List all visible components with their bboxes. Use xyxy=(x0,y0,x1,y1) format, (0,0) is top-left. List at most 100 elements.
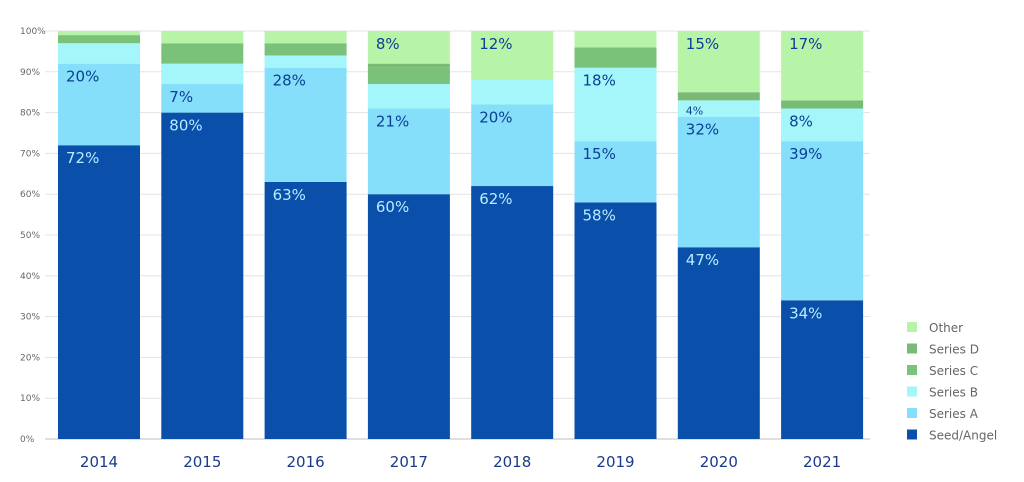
data-label: 58% xyxy=(583,206,616,224)
bar-other-2020 xyxy=(677,31,760,93)
bar-seed-angel-2017 xyxy=(367,194,450,439)
legend-swatch xyxy=(907,322,917,332)
data-label: 8% xyxy=(376,35,400,53)
data-labels: 72% 20% 80% 7% 63% 28% 60% 21% 8% 62% 20% 12% 58% 15%… xyxy=(66,35,822,322)
bar-other-2017 xyxy=(367,31,450,64)
data-label: 60% xyxy=(376,198,409,216)
data-label: 20% xyxy=(479,108,512,126)
y-tick-label: 10% xyxy=(20,394,40,404)
data-label: 72% xyxy=(66,149,99,167)
legend-label: Series C xyxy=(929,364,978,378)
data-label: 80% xyxy=(169,117,202,135)
bar-other-2019 xyxy=(574,31,657,48)
bar-seed-angel-2020 xyxy=(677,247,760,439)
legend-label: Seed/Angel xyxy=(929,429,997,443)
y-tick-label: 0% xyxy=(20,435,35,445)
bars xyxy=(58,31,864,440)
y-tick-label: 70% xyxy=(20,149,40,159)
data-label: 32% xyxy=(686,121,719,139)
legend-swatch xyxy=(907,408,917,418)
data-label: 34% xyxy=(789,304,822,322)
bar-series-b-2016 xyxy=(264,55,347,68)
data-label: 8% xyxy=(789,113,813,131)
legend-label: Series D xyxy=(929,343,979,357)
bar-other-2014 xyxy=(58,31,140,36)
bar-series-c-2019 xyxy=(574,47,657,68)
data-label: 17% xyxy=(789,35,822,53)
x-tick-label: 2018 xyxy=(493,453,531,471)
data-label: 15% xyxy=(583,145,616,163)
data-label: 15% xyxy=(686,35,719,53)
bar-series-c-2014 xyxy=(58,35,140,44)
bar-other-2016 xyxy=(264,31,347,44)
y-tick-label: 90% xyxy=(20,68,40,78)
x-tick-label: 2014 xyxy=(80,453,118,471)
legend-swatch xyxy=(907,429,917,440)
bar-series-a-2016 xyxy=(264,67,347,182)
x-tick-label: 2017 xyxy=(390,453,428,471)
bar-seed-angel-2016 xyxy=(264,181,347,439)
bar-seed-angel-2019 xyxy=(574,202,657,439)
bar-series-b-2018 xyxy=(471,79,554,105)
bar-series-b-2017 xyxy=(367,84,450,109)
x-tick-label: 2021 xyxy=(803,453,841,471)
legend-label: Series B xyxy=(929,386,978,400)
bar-series-d-2020 xyxy=(677,92,760,101)
data-label: 7% xyxy=(169,88,193,106)
x-tick-label: 2016 xyxy=(287,453,325,471)
bar-series-b-2015 xyxy=(161,63,244,85)
y-tick-label: 50% xyxy=(20,231,40,241)
data-label: 62% xyxy=(479,190,512,208)
bar-series-a-2014 xyxy=(58,63,140,146)
bar-series-c-2017 xyxy=(367,67,450,85)
data-label: 21% xyxy=(376,113,409,131)
y-axis: 0% 10% 20% 30% 40% 50% 60% 70% 80% 90% 100% xyxy=(20,27,46,445)
legend: Other Series D Series C Series B Series A See… xyxy=(907,321,997,443)
bar-series-a-2019 xyxy=(574,141,657,203)
bar-other-2021 xyxy=(781,31,864,101)
bar-series-b-2021 xyxy=(781,108,864,142)
data-label: 63% xyxy=(273,186,306,204)
legend-label: Other xyxy=(929,321,963,335)
data-label: 4% xyxy=(686,104,703,117)
y-tick-label: 60% xyxy=(20,190,40,200)
legend-swatch xyxy=(907,343,917,354)
bar-series-a-2020 xyxy=(677,116,760,248)
y-tick-label: 100% xyxy=(20,27,46,37)
bar-series-b-2014 xyxy=(58,43,140,64)
bar-series-b-2019 xyxy=(574,67,657,142)
y-tick-label: 20% xyxy=(20,353,40,363)
data-label: 28% xyxy=(273,72,306,90)
bar-seed-angel-2021 xyxy=(781,300,864,439)
bar-series-a-2018 xyxy=(471,104,554,187)
bar-series-d-2021 xyxy=(781,100,864,109)
x-axis: 2014 2015 2016 2017 2018 2019 2020 2021 xyxy=(80,453,841,471)
bar-series-a-2017 xyxy=(367,108,450,195)
bar-series-b-2020 xyxy=(677,100,760,117)
bar-series-a-2015 xyxy=(161,84,244,113)
data-label: 39% xyxy=(789,145,822,163)
y-tick-label: 30% xyxy=(20,313,40,323)
x-tick-label: 2015 xyxy=(183,453,221,471)
bar-seed-angel-2014 xyxy=(58,145,140,440)
y-tick-label: 80% xyxy=(20,109,40,119)
bar-series-c-2016 xyxy=(264,43,347,56)
data-label: 47% xyxy=(686,251,719,269)
bar-other-2015 xyxy=(161,31,244,44)
bar-other-2018 xyxy=(471,31,554,80)
bar-seed-angel-2015 xyxy=(161,112,244,439)
legend-swatch xyxy=(907,365,917,375)
legend-label: Series A xyxy=(929,407,979,421)
x-tick-label: 2020 xyxy=(700,453,738,471)
legend-swatch xyxy=(907,386,917,397)
data-label: 20% xyxy=(66,68,99,86)
data-label: 18% xyxy=(583,72,616,90)
data-label: 12% xyxy=(479,35,512,53)
bar-series-c-2015 xyxy=(161,43,244,64)
bar-seed-angel-2018 xyxy=(471,186,554,439)
bar-series-a-2021 xyxy=(781,141,864,301)
bar-series-d-2017 xyxy=(367,63,450,68)
x-tick-label: 2019 xyxy=(596,453,634,471)
y-tick-label: 40% xyxy=(20,272,40,282)
